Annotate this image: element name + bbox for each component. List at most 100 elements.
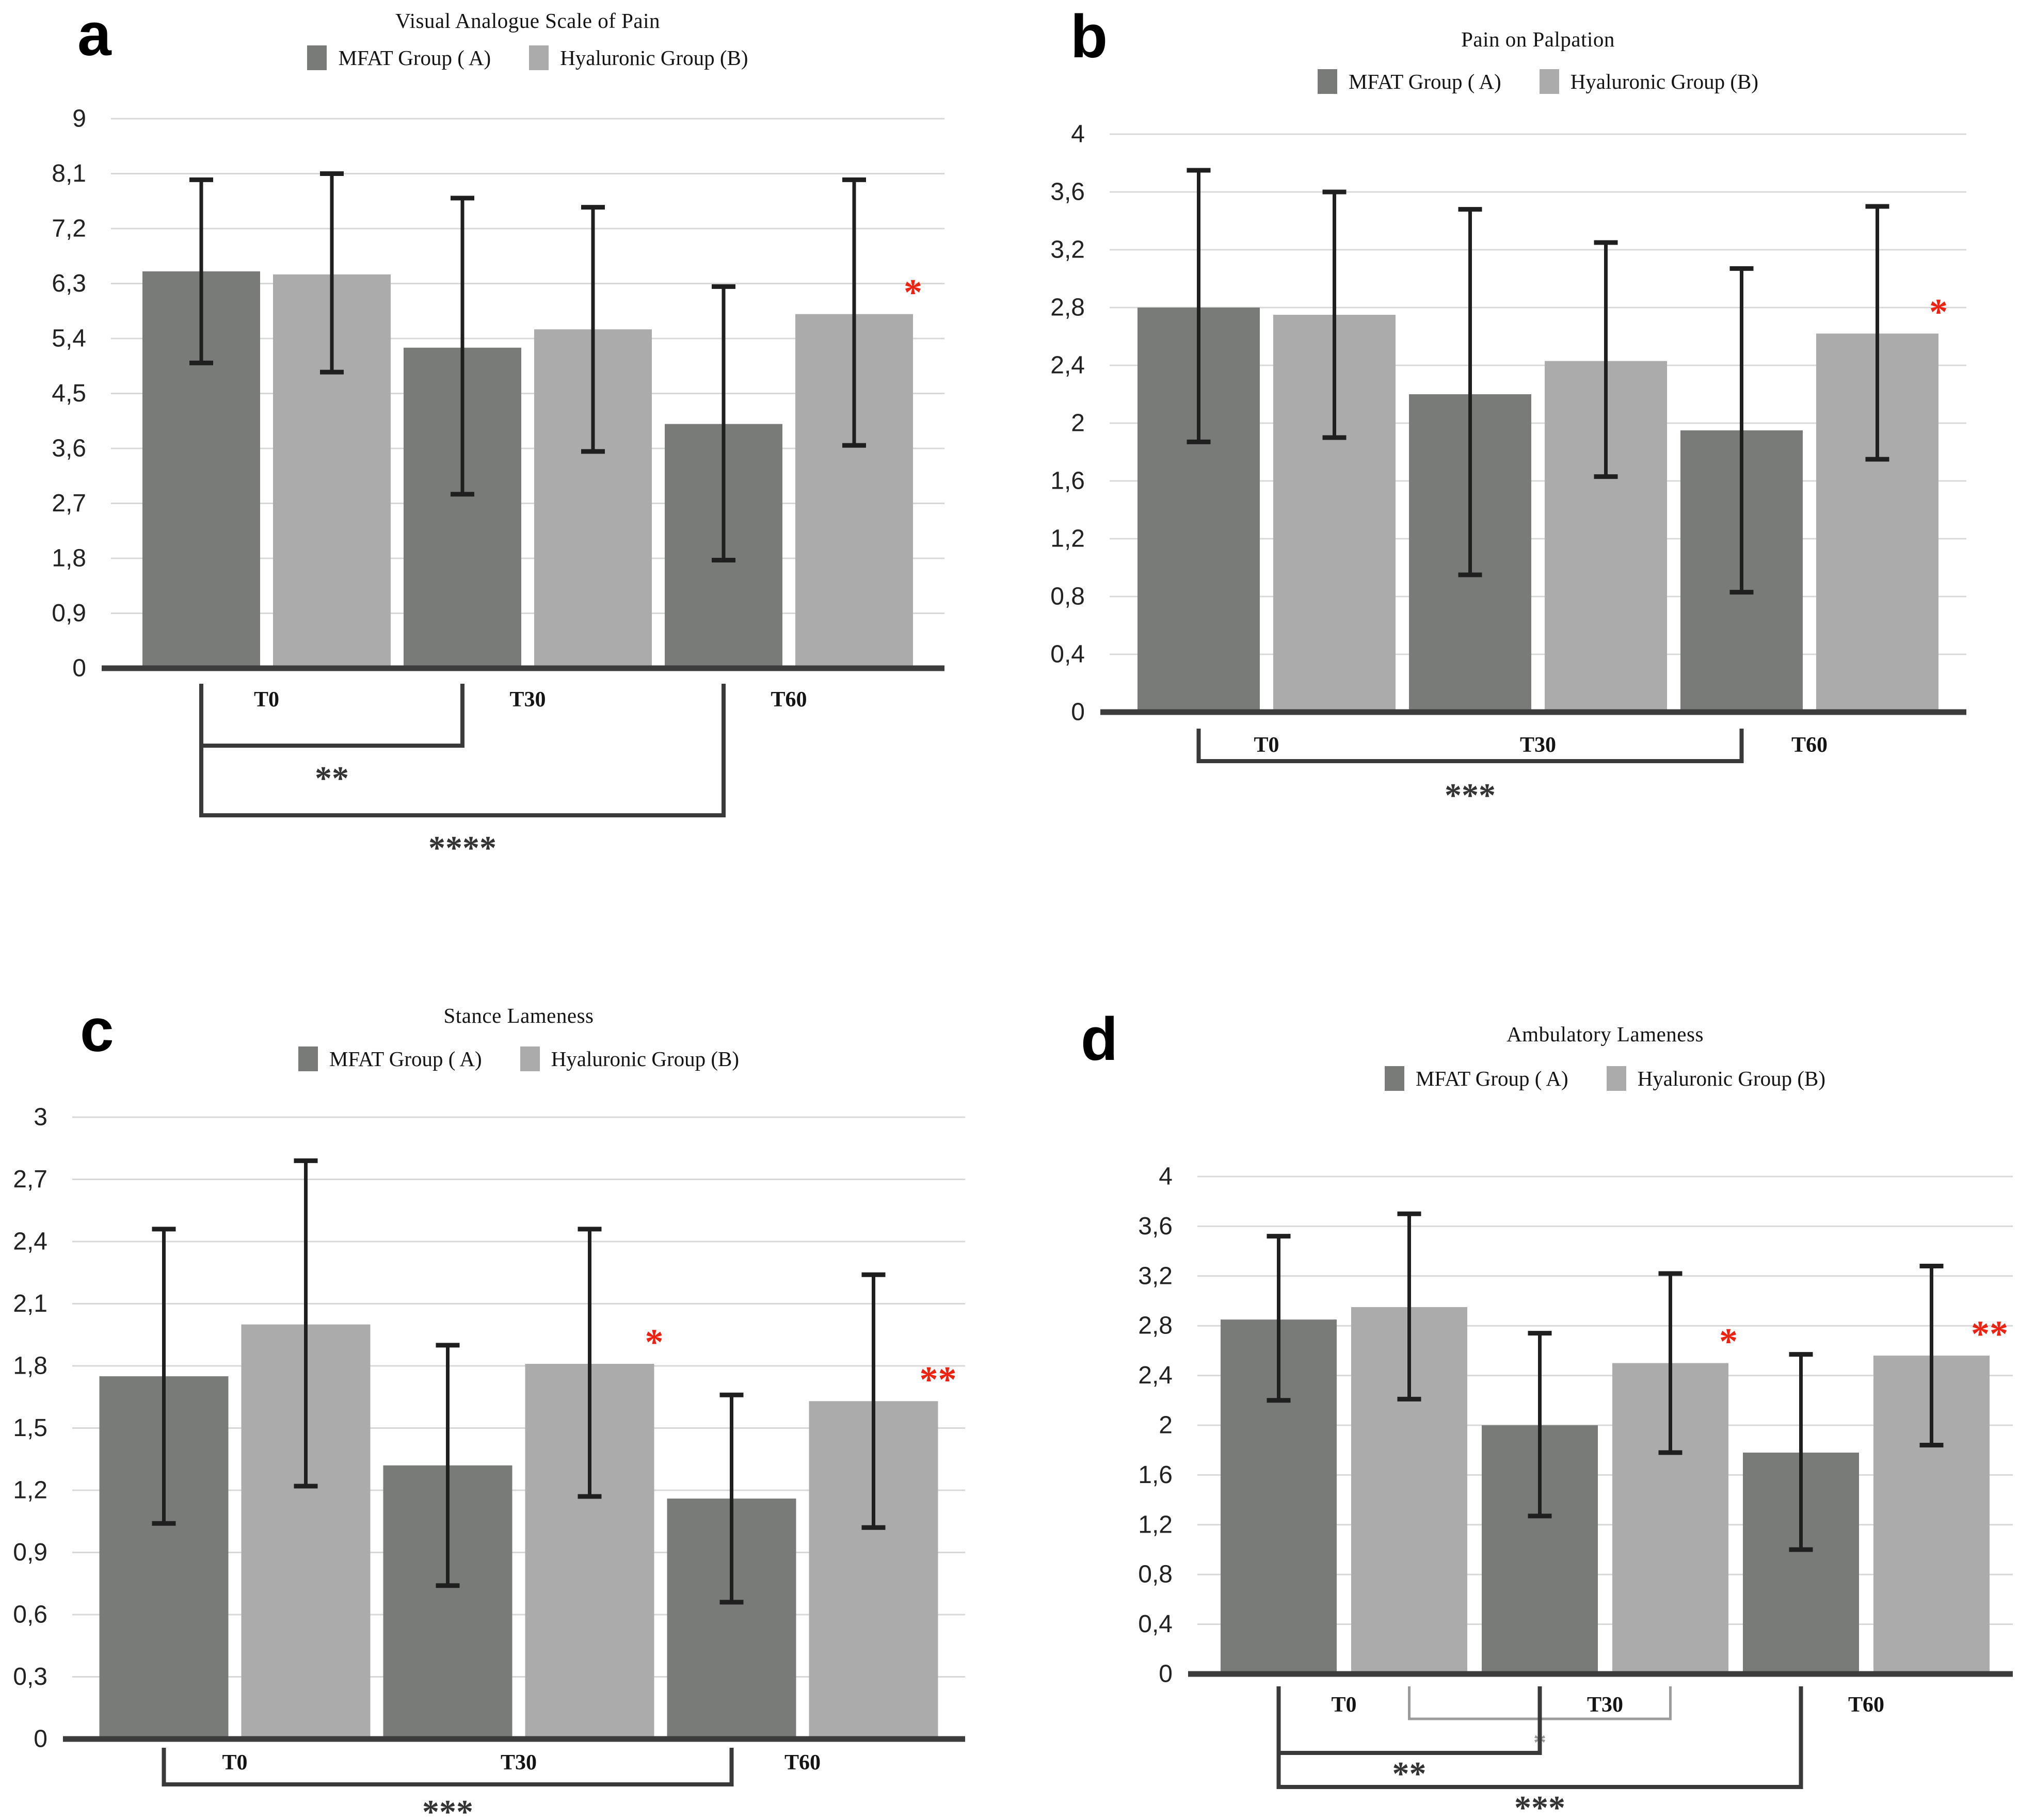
legend-item-hyaluronic: Hyaluronic Group (B) <box>520 1046 739 1071</box>
category-label-T60: T60 <box>1848 1693 1884 1717</box>
category-label-T0: T0 <box>1254 733 1279 757</box>
y-tick-label: 4 <box>1159 1163 1173 1190</box>
y-tick-label: 1,2 <box>13 1477 47 1504</box>
y-tick-label: 0,9 <box>52 600 86 627</box>
mfat-swatch-icon <box>1317 69 1337 94</box>
legend-label-hyaluronic: Hyaluronic Group (B) <box>1570 70 1759 93</box>
legend-item-mfat: MFAT Group ( A) <box>1384 1066 1568 1091</box>
y-tick-label: 0,4 <box>1138 1610 1173 1638</box>
y-tick-label: 2,7 <box>52 490 86 517</box>
bracket-label: **** <box>428 829 496 867</box>
legend-label-mfat: MFAT Group ( A) <box>1415 1067 1568 1090</box>
significance-mark: * <box>1929 291 1948 332</box>
legend-label-mfat: MFAT Group ( A) <box>338 46 491 70</box>
significance-mark: * <box>1719 1321 1738 1362</box>
y-tick-label: 1,8 <box>52 545 86 572</box>
hyaluronic-swatch-icon <box>1606 1066 1626 1091</box>
category-label-T0: T0 <box>254 688 279 712</box>
panel-d-legend: MFAT Group ( A) Hyaluronic Group (B) <box>1197 1066 2013 1091</box>
y-tick-label: 0,9 <box>13 1539 47 1566</box>
panel-c-title: Stance Lameness <box>443 1004 594 1027</box>
mfat-swatch-icon <box>1384 1066 1404 1091</box>
y-tick-label: 3,2 <box>1050 236 1085 264</box>
y-tick-label: 0,8 <box>1138 1561 1173 1588</box>
legend-item-hyaluronic: Hyaluronic Group (B) <box>529 45 748 70</box>
y-tick-label: 0 <box>1071 699 1085 726</box>
y-tick-label: 5,4 <box>52 325 86 352</box>
hyaluronic-swatch-icon <box>529 45 549 70</box>
y-tick-label: 7,2 <box>52 215 86 243</box>
significance-bracket <box>199 684 464 748</box>
significance-mark: ** <box>920 1359 957 1400</box>
y-tick-label: 0,4 <box>1050 641 1085 668</box>
hyaluronic-swatch-icon <box>520 1046 540 1071</box>
y-tick-label: 1,2 <box>1050 525 1085 553</box>
y-tick-label: 2 <box>1159 1412 1173 1439</box>
y-tick-label: 6,3 <box>52 270 86 297</box>
bracket-label: *** <box>1514 1789 1565 1820</box>
y-tick-label: 2,4 <box>1138 1362 1173 1389</box>
y-tick-label: 1,8 <box>13 1352 47 1380</box>
y-tick-label: 1,5 <box>13 1414 47 1442</box>
panel-b-letter: b <box>1070 3 1108 71</box>
panel-a-letter: a <box>77 1 111 69</box>
y-tick-label: 1,6 <box>1138 1461 1173 1489</box>
panel-a-title: Visual Analogue Scale of Pain <box>395 9 661 33</box>
bracket-label: *** <box>422 1793 473 1820</box>
hyaluronic-swatch-icon <box>1539 69 1559 94</box>
category-label-T60: T60 <box>784 1751 821 1775</box>
y-tick-label: 1,6 <box>1050 468 1085 495</box>
y-tick-label: 0,3 <box>13 1663 47 1690</box>
legend-item-mfat: MFAT Group ( A) <box>298 1046 482 1071</box>
y-tick-label: 2,1 <box>13 1290 47 1317</box>
y-tick-label: 0,8 <box>1050 583 1085 610</box>
legend-label-hyaluronic: Hyaluronic Group (B) <box>1637 1067 1826 1090</box>
legend-item-hyaluronic: Hyaluronic Group (B) <box>1539 69 1759 94</box>
category-label-T60: T60 <box>771 688 807 712</box>
legend-label-hyaluronic: Hyaluronic Group (B) <box>560 46 748 70</box>
panel-b-title: Pain on Palpation <box>1461 27 1615 51</box>
legend-label-mfat: MFAT Group ( A) <box>329 1047 482 1071</box>
panel-c-letter: c <box>80 996 114 1065</box>
category-label-T30: T30 <box>509 688 546 712</box>
category-label-T30: T30 <box>501 1751 537 1775</box>
category-label-T60: T60 <box>1791 733 1828 757</box>
legend-item-hyaluronic: Hyaluronic Group (B) <box>1606 1066 1826 1091</box>
y-tick-label: 3,6 <box>1138 1213 1173 1240</box>
y-tick-label: 2,8 <box>1138 1312 1173 1340</box>
panel-a: a Visual Analogue Scale of Pain MFAT Gro… <box>0 0 1009 980</box>
legend-label-mfat: MFAT Group ( A) <box>1348 70 1501 93</box>
category-label-T30: T30 <box>1587 1693 1623 1717</box>
panel-b: b Pain on Palpation MFAT Group ( A) Hyal… <box>1009 0 2019 980</box>
y-tick-label: 1,2 <box>1138 1511 1173 1538</box>
panel-d-letter: d <box>1081 1005 1118 1073</box>
mfat-swatch-icon <box>298 1046 318 1071</box>
significance-mark: * <box>904 272 922 313</box>
significance-bracket <box>162 1748 734 1786</box>
y-tick-label: 0,6 <box>13 1601 47 1629</box>
y-tick-label: 2,4 <box>1050 352 1085 379</box>
bracket-label: ** <box>315 760 349 797</box>
y-tick-label: 3,6 <box>52 435 86 462</box>
y-tick-label: 0 <box>72 655 86 682</box>
panel-d: d Ambulatory Lameness MFAT Group ( A) Hy… <box>1009 980 2019 1820</box>
panel-b-legend: MFAT Group ( A) Hyaluronic Group (B) <box>1110 69 1966 94</box>
category-label-T30: T30 <box>1520 733 1556 757</box>
y-tick-label: 2,7 <box>13 1166 47 1193</box>
panel-c: c Stance Lameness MFAT Group ( A) Hyalur… <box>0 980 1009 1820</box>
mfat-swatch-icon <box>307 45 327 70</box>
y-tick-label: 4,5 <box>52 380 86 407</box>
category-label-T0: T0 <box>1331 1693 1356 1717</box>
significance-bracket <box>199 684 726 817</box>
y-tick-label: 0 <box>1159 1661 1173 1688</box>
y-tick-label: 3,6 <box>1050 179 1085 206</box>
y-tick-label: 3,2 <box>1138 1262 1173 1290</box>
category-label-T0: T0 <box>222 1751 247 1775</box>
significance-mark: ** <box>1971 1313 2008 1355</box>
significance-mark: * <box>645 1322 664 1363</box>
